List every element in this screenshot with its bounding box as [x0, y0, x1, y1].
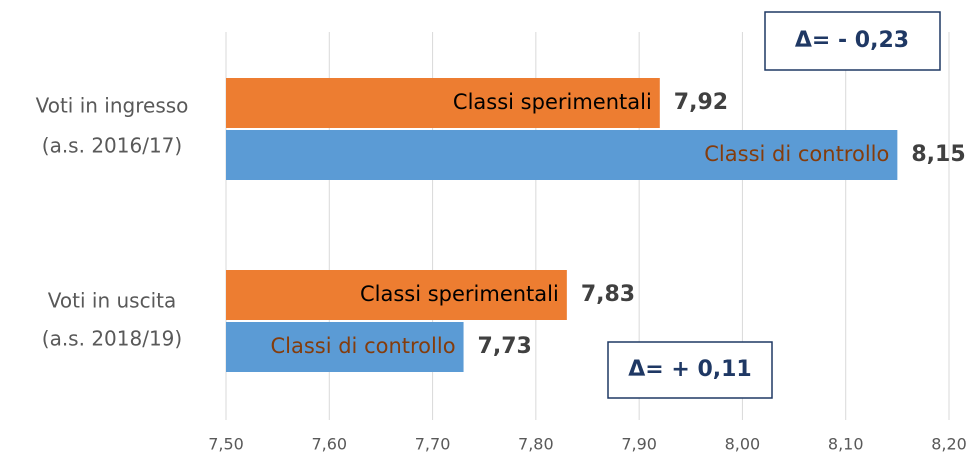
annotation: Δ= - 0,23	[795, 28, 909, 53]
x-tick-label: 7,60	[311, 435, 347, 454]
x-tick-label: 7,90	[621, 435, 657, 454]
category-label: (a.s. 2018/19)	[42, 327, 182, 351]
value-label: 7,92	[674, 90, 728, 115]
category-label: Voti in uscita	[48, 289, 176, 313]
value-label: 7,73	[478, 334, 532, 359]
series-label: Classi sperimentali	[453, 90, 652, 114]
x-tick-label: 8,20	[931, 435, 967, 454]
bar	[226, 130, 898, 180]
annotation-box	[764, 11, 941, 71]
x-tick-label: 7,80	[518, 435, 554, 454]
x-tick-label: 8,00	[725, 435, 761, 454]
bar	[226, 78, 660, 128]
annotation-box	[607, 341, 773, 399]
series-label: Classi di controllo	[270, 334, 455, 358]
x-tick-label: 7,50	[208, 435, 244, 454]
x-tick-label: 8,10	[828, 435, 864, 454]
value-label: 7,83	[581, 282, 635, 307]
series-label: Classi sperimentali	[360, 282, 559, 306]
value-label: 8,15	[911, 142, 965, 167]
bar	[226, 322, 464, 372]
category-label: (a.s. 2016/17)	[42, 134, 182, 158]
series-label: Classi di controllo	[704, 142, 889, 166]
category-label: Voti in ingresso	[36, 94, 189, 118]
annotation: Δ= + 0,11	[628, 357, 752, 382]
x-tick-label: 7,70	[415, 435, 451, 454]
bar	[226, 270, 567, 320]
